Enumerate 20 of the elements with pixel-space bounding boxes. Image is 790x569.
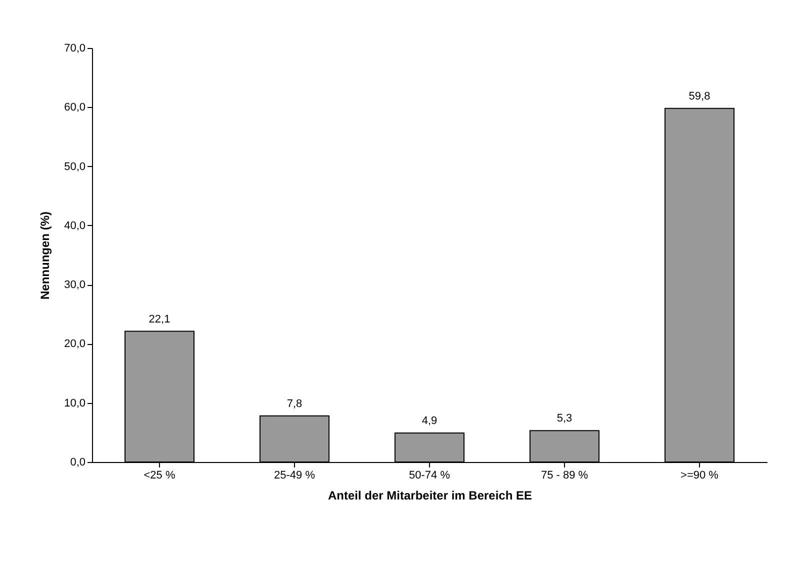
data-label: 4,9 (422, 415, 438, 428)
data-label: 59,8 (688, 90, 710, 102)
x-tick-label: 75 - 89 % (540, 470, 588, 482)
x-tick-label: 25-49 % (274, 470, 316, 482)
y-tick-label: 60,0 (64, 102, 86, 114)
y-tick-label: 50,0 (64, 160, 86, 173)
x-axis-title: Anteil der Mitarbeiter im Bereich EE (328, 488, 532, 502)
y-tick-label: 30,0 (64, 279, 86, 292)
x-tick-label: >=90 % (680, 470, 719, 482)
data-label: 7,8 (286, 398, 302, 410)
data-label: 22,1 (148, 313, 170, 326)
data-label: 5,3 (556, 412, 572, 425)
y-tick-label: 0,0 (70, 456, 86, 468)
y-axis-title: Nennungen (%) (38, 212, 52, 300)
x-tick-label: <25 % (144, 470, 176, 482)
y-tick-label: 10,0 (64, 397, 86, 410)
y-tick-label: 40,0 (64, 220, 86, 232)
x-tick-label: 50-74 % (409, 470, 450, 482)
y-tick-label: 70,0 (64, 42, 86, 54)
y-tick-label: 20,0 (64, 338, 86, 350)
